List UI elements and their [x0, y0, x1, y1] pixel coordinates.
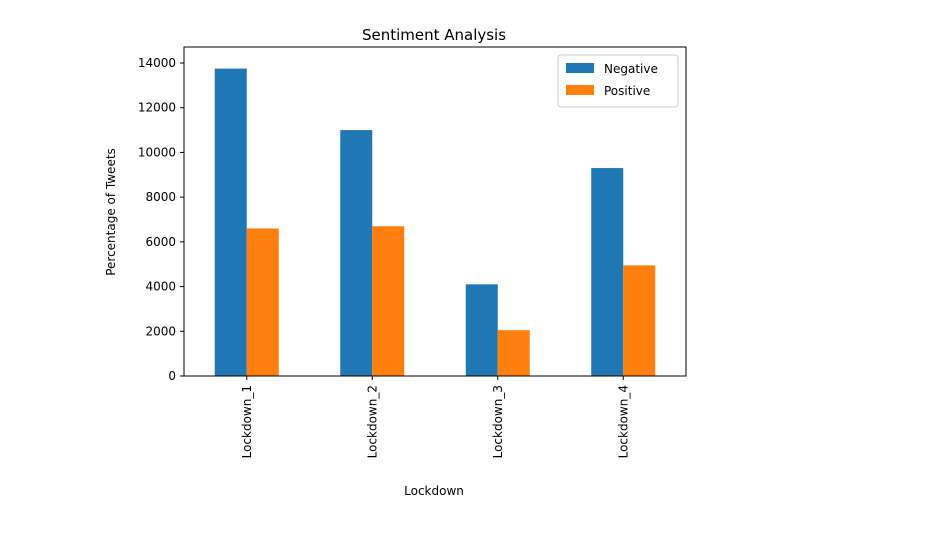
y-tick-label: 12000 [138, 101, 176, 115]
y-tick-label: 14000 [138, 56, 176, 70]
y-tick-label: 0 [168, 369, 176, 383]
bars-group [214, 68, 656, 376]
x-tick-label: Lockdown_1 [240, 385, 254, 458]
plot-frame [183, 46, 687, 377]
bar-negative-lockdown_3 [465, 284, 498, 376]
y-tick-label: 6000 [145, 235, 176, 249]
legend: Negative Positive [557, 54, 679, 108]
legend-label-negative: Negative [604, 62, 658, 76]
chart-title: Sentiment Analysis [362, 26, 506, 44]
y-tick-label: 8000 [145, 190, 176, 204]
x-axis-title: Lockdown [404, 484, 464, 498]
legend-swatch-positive [566, 85, 594, 95]
bar-negative-lockdown_2 [340, 130, 373, 376]
y-tick-label: 2000 [145, 324, 176, 338]
legend-label-positive: Positive [604, 84, 650, 98]
y-axis: 0 2000 4000 6000 8000 10000 12000 14000 [138, 56, 184, 383]
legend-swatch-negative [566, 63, 594, 73]
bar-positive-lockdown_3 [497, 330, 530, 376]
x-axis: Lockdown_1 Lockdown_2 Lockdown_3 Lockdown_4 [240, 376, 630, 458]
x-tick-label: Lockdown_4 [616, 385, 630, 458]
bar-negative-lockdown_4 [591, 168, 624, 376]
y-tick-label: 10000 [138, 145, 176, 159]
bar-positive-lockdown_2 [372, 226, 405, 376]
bar-positive-lockdown_1 [246, 228, 279, 376]
y-axis-title: Percentage of Tweets [104, 148, 118, 276]
x-tick-label: Lockdown_2 [365, 385, 379, 458]
bar-positive-lockdown_4 [623, 265, 656, 376]
bar-negative-lockdown_1 [214, 68, 247, 376]
y-tick-label: 4000 [145, 280, 176, 294]
x-tick-label: Lockdown_3 [491, 385, 505, 458]
